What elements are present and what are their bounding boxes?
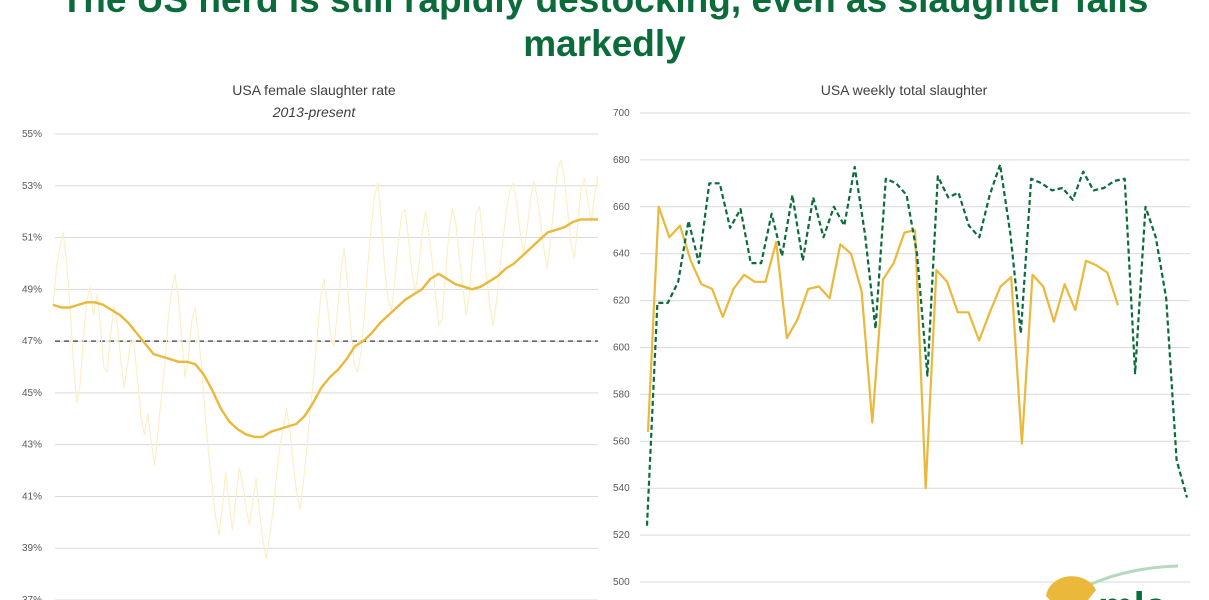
left-chart-y-tick-label: 53% bbox=[22, 181, 42, 192]
mla-logo: mla bbox=[1046, 564, 1179, 600]
mla-logo-sun bbox=[1046, 576, 1096, 600]
right-chart-y-tick-label: 680 bbox=[613, 155, 630, 166]
left-chart-y-tick-label: 45% bbox=[22, 388, 42, 399]
right-chart-y-tick-label: 640 bbox=[613, 249, 630, 260]
left-chart-subtitle: 2013-present bbox=[272, 104, 356, 120]
left-chart-y-tick-label: 43% bbox=[22, 440, 42, 451]
headline: The US herd is still rapidly destocking,… bbox=[61, 0, 1149, 64]
right-chart-y-tick-label: 700 bbox=[613, 108, 630, 119]
left-chart-y-tick-label: 47% bbox=[22, 336, 42, 347]
left-chart-series-rolling-average-line bbox=[52, 218, 598, 439]
right-chart-y-tick-label: 540 bbox=[613, 483, 630, 494]
left-chart-y-tick-label: 41% bbox=[22, 491, 42, 502]
left-chart-series-raw-weekly-line bbox=[52, 159, 599, 560]
female-slaughter-rate-chart: 55% 53% 51% 49% 47% 45% 43% 41% 39% 37% bbox=[22, 129, 599, 600]
left-chart-y-tick-label: 39% bbox=[22, 543, 42, 554]
right-chart-series-solid-line bbox=[646, 205, 1120, 490]
right-chart-y-tick-label: 520 bbox=[613, 530, 630, 541]
left-chart-y-tick-label: 55% bbox=[22, 129, 42, 140]
weekly-total-slaughter-chart: 700 680 660 640 620 600 580 560 540 520 500 bbox=[613, 108, 1190, 588]
mla-logo-text: mla bbox=[1098, 585, 1168, 600]
right-chart-y-tick-label: 560 bbox=[613, 436, 630, 447]
right-chart-y-tick-label: 620 bbox=[613, 296, 630, 307]
left-chart-y-tick-label: 37% bbox=[22, 595, 42, 600]
right-chart-title: USA weekly total slaughter bbox=[820, 82, 988, 98]
left-chart-y-tick-label: 49% bbox=[22, 284, 42, 295]
right-chart-y-tick-label: 500 bbox=[613, 577, 630, 588]
right-chart-y-tick-label: 600 bbox=[613, 343, 630, 354]
right-chart-y-tick-label: 660 bbox=[613, 202, 630, 213]
left-chart-y-tick-label: 51% bbox=[22, 233, 42, 244]
right-chart-y-tick-label: 580 bbox=[613, 389, 630, 400]
left-chart-title: USA female slaughter rate bbox=[232, 82, 396, 98]
right-chart-series-dashed-line bbox=[645, 163, 1189, 526]
